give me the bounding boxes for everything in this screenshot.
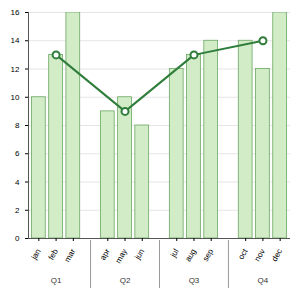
svg-text:4: 4 xyxy=(15,178,20,187)
svg-text:jan: jan xyxy=(29,247,43,262)
svg-text:may: may xyxy=(114,247,129,265)
svg-text:oct: oct xyxy=(237,247,251,261)
svg-text:jun: jun xyxy=(133,247,147,262)
svg-text:mar: mar xyxy=(63,247,78,264)
svg-text:sep: sep xyxy=(201,247,216,263)
svg-text:aug: aug xyxy=(183,247,197,263)
svg-text:Q3: Q3 xyxy=(189,276,200,285)
svg-text:10: 10 xyxy=(11,93,20,102)
svg-text:apr: apr xyxy=(98,247,112,262)
svg-text:nov: nov xyxy=(253,247,267,263)
svg-text:12: 12 xyxy=(11,65,20,74)
svg-text:6: 6 xyxy=(15,149,20,158)
svg-text:2: 2 xyxy=(15,206,20,215)
svg-text:jul: jul xyxy=(168,247,180,259)
svg-text:Q1: Q1 xyxy=(51,276,62,285)
svg-text:0: 0 xyxy=(15,234,20,243)
svg-text:16: 16 xyxy=(11,8,20,17)
svg-text:8: 8 xyxy=(15,121,20,130)
svg-text:Q2: Q2 xyxy=(120,276,131,285)
svg-text:feb: feb xyxy=(47,247,61,262)
svg-text:Q4: Q4 xyxy=(258,276,269,285)
svg-text:14: 14 xyxy=(11,36,20,45)
svg-text:dec: dec xyxy=(270,247,284,263)
